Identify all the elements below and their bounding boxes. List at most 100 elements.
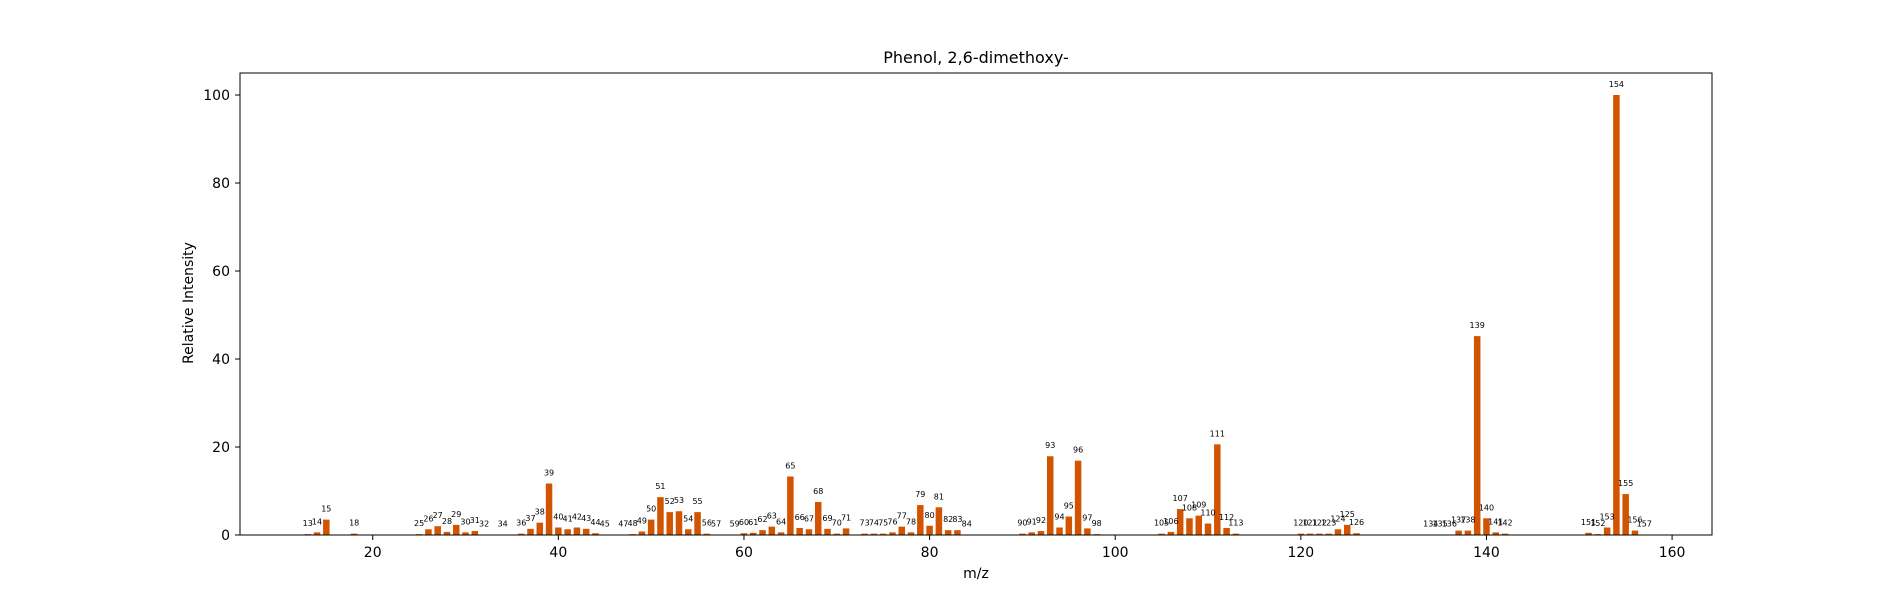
bar-mz-69 xyxy=(824,528,831,535)
y-axis-label: Relative Intensity xyxy=(181,242,197,364)
bar-mz-93 xyxy=(1047,456,1054,535)
bar-mz-156 xyxy=(1631,530,1639,535)
bar-mz-110 xyxy=(1204,523,1212,535)
data-label-mz-45: 45 xyxy=(600,520,610,529)
y-tick-label-100: 100 xyxy=(203,88,230,104)
x-tick-label-160: 160 xyxy=(1659,545,1686,561)
bar-mz-154 xyxy=(1613,95,1620,535)
data-label-mz-123: 123 xyxy=(1321,519,1336,528)
x-tick-label-20: 20 xyxy=(364,545,382,561)
data-label-mz-14: 14 xyxy=(312,517,322,526)
chart-title: Phenol, 2,6-dimethoxy- xyxy=(883,48,1069,67)
bar-mz-14 xyxy=(313,532,321,535)
data-label-mz-142: 142 xyxy=(1497,519,1512,528)
data-label-mz-98: 98 xyxy=(1092,519,1102,528)
bar-mz-67 xyxy=(805,529,813,535)
data-label-mz-62: 62 xyxy=(757,515,767,524)
data-label-mz-70: 70 xyxy=(832,519,842,528)
data-label-mz-38: 38 xyxy=(535,508,545,517)
data-label-mz-83: 83 xyxy=(952,515,962,524)
data-label-mz-156: 156 xyxy=(1627,516,1642,525)
data-label-mz-27: 27 xyxy=(433,511,443,520)
bar-mz-62 xyxy=(759,530,766,535)
bar-mz-56 xyxy=(703,533,711,535)
bar-mz-92 xyxy=(1037,531,1045,535)
bar-mz-43 xyxy=(582,528,590,535)
data-label-mz-32: 32 xyxy=(479,520,489,529)
data-label-mz-48: 48 xyxy=(628,519,638,528)
data-label-mz-134: 134 xyxy=(1423,520,1438,529)
data-label-mz-56: 56 xyxy=(702,519,712,528)
bar-mz-39 xyxy=(545,483,553,535)
x-tick-label-140: 140 xyxy=(1473,545,1500,561)
data-label-mz-90: 90 xyxy=(1017,519,1027,528)
bar-mz-66 xyxy=(796,527,803,535)
bar-mz-50 xyxy=(647,519,655,535)
data-label-mz-110: 110 xyxy=(1200,509,1215,518)
data-label-mz-42: 42 xyxy=(572,513,582,522)
bar-mz-54 xyxy=(685,529,692,535)
data-label-mz-31: 31 xyxy=(470,516,480,525)
data-label-mz-111: 111 xyxy=(1210,429,1225,438)
x-tick-label-40: 40 xyxy=(549,545,567,561)
bar-mz-36 xyxy=(517,533,525,535)
bar-mz-111 xyxy=(1214,444,1221,535)
bar-mz-108 xyxy=(1186,518,1193,535)
data-label-mz-82: 82 xyxy=(943,515,953,524)
data-label-mz-68: 68 xyxy=(813,487,823,496)
data-label-mz-121: 121 xyxy=(1302,519,1317,528)
bar-mz-97 xyxy=(1084,528,1091,535)
bar-mz-153 xyxy=(1603,527,1611,535)
data-label-mz-135: 135 xyxy=(1432,520,1447,529)
data-label-mz-138: 138 xyxy=(1460,516,1475,525)
bar-mz-123 xyxy=(1325,533,1332,535)
data-label-mz-95: 95 xyxy=(1064,502,1074,511)
data-label-mz-80: 80 xyxy=(924,511,934,520)
data-label-mz-55: 55 xyxy=(692,497,702,506)
x-tick-label-80: 80 xyxy=(921,545,939,561)
data-label-mz-154: 154 xyxy=(1609,80,1624,89)
data-label-mz-49: 49 xyxy=(637,516,647,525)
bar-mz-151 xyxy=(1585,532,1592,535)
data-label-mz-141: 141 xyxy=(1488,517,1503,526)
bar-mz-64 xyxy=(777,532,785,535)
data-label-mz-91: 91 xyxy=(1027,517,1037,526)
data-label-mz-112: 112 xyxy=(1219,513,1234,522)
data-label-mz-57: 57 xyxy=(711,520,721,529)
data-label-mz-153: 153 xyxy=(1599,513,1614,522)
y-tick-label-0: 0 xyxy=(221,528,230,544)
data-label-mz-28: 28 xyxy=(442,517,452,526)
bar-mz-83 xyxy=(954,530,961,535)
bar-mz-49 xyxy=(638,531,646,535)
bar-mz-81 xyxy=(935,507,943,535)
bar-mz-28 xyxy=(443,531,451,535)
bar-mz-107 xyxy=(1176,509,1184,535)
bar-mz-40 xyxy=(555,527,562,535)
bar-mz-139 xyxy=(1473,336,1481,535)
bar-mz-96 xyxy=(1074,460,1082,535)
bar-mz-79 xyxy=(917,505,924,535)
data-label-mz-40: 40 xyxy=(553,513,563,522)
bar-mz-70 xyxy=(833,533,841,535)
bars-layer xyxy=(304,95,1648,535)
bar-mz-112 xyxy=(1223,527,1230,535)
data-label-mz-77: 77 xyxy=(897,512,907,521)
y-tick-label-80: 80 xyxy=(212,176,230,192)
data-label-mz-157: 157 xyxy=(1637,520,1652,529)
bar-mz-77 xyxy=(898,526,905,535)
bar-mz-76 xyxy=(889,532,896,535)
bar-mz-65 xyxy=(787,476,794,535)
bar-mz-95 xyxy=(1065,516,1073,535)
bar-mz-61 xyxy=(750,532,757,535)
bar-mz-94 xyxy=(1056,527,1063,535)
data-label-mz-60: 60 xyxy=(739,518,749,527)
bar-mz-68 xyxy=(814,502,822,535)
data-label-mz-41: 41 xyxy=(563,514,573,523)
bar-mz-120 xyxy=(1297,533,1305,535)
data-label-mz-76: 76 xyxy=(887,517,897,526)
data-label-mz-30: 30 xyxy=(460,517,470,526)
data-label-mz-44: 44 xyxy=(590,518,600,527)
